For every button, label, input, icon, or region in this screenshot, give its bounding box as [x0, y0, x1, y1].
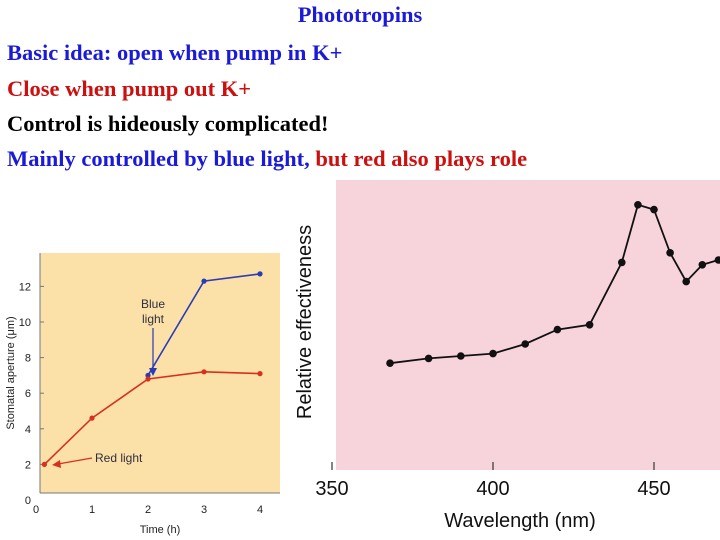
blue-light-point — [201, 278, 207, 284]
effectiveness-x-tick-label: 400 — [476, 478, 509, 500]
slide-title-text: Phototropins — [297, 2, 423, 27]
effectiveness-y-label: Relative effectiveness — [294, 225, 316, 419]
blue-light-label-line2: light — [142, 312, 165, 326]
red-light-label: Red light — [95, 451, 143, 465]
bullet-blue-part: Mainly controlled by blue light, — [7, 146, 310, 171]
effectiveness-x-tick-label: 350 — [315, 478, 348, 500]
effectiveness-chart: 350400450500 Wavelength (nm) Relative ef… — [294, 180, 720, 532]
red-light-point — [41, 461, 48, 467]
bullet-close-when: Close when pump out K+ — [7, 76, 252, 101]
aperture-x-tick-label: 3 — [201, 504, 207, 516]
aperture-y-tick-label: 6 — [25, 388, 31, 400]
effectiveness-point — [682, 277, 690, 286]
aperture-y-tick-label: 0 — [25, 495, 31, 507]
bullet-red-part: but red also plays role — [309, 146, 528, 171]
effectiveness-point — [521, 340, 529, 348]
effectiveness-point — [489, 349, 497, 358]
slide-title: Phototropins — [0, 0, 720, 29]
effectiveness-point — [424, 354, 433, 363]
red-light-point — [257, 371, 263, 377]
aperture-x-tick-label: 1 — [89, 504, 95, 516]
aperture-y-tick-label: 8 — [25, 353, 31, 365]
red-light-pointer — [57, 457, 93, 465]
blue-light-label-line1: Blue — [141, 297, 165, 311]
effectiveness-point — [650, 205, 658, 214]
aperture-x-tick-label: 2 — [145, 504, 151, 516]
red-light-points — [41, 369, 263, 467]
effectiveness-point — [618, 258, 626, 267]
effectiveness-point — [457, 352, 465, 360]
aperture-y-label: Stomatal aperture (μm) — [5, 316, 17, 429]
effectiveness-point — [666, 249, 674, 257]
aperture-x-tick-label: 0 — [33, 504, 39, 516]
aperture-y-tick-label: 4 — [25, 424, 31, 436]
red-light-pointer-arrowhead — [52, 460, 61, 468]
aperture-y-ticks: 0 2 4 6 8 10 12 — [19, 281, 44, 507]
blue-light-point — [257, 271, 263, 277]
effectiveness-point — [585, 321, 594, 329]
blue-light-pointer-arrowhead — [149, 368, 157, 376]
aperture-y-tick-label: 12 — [19, 281, 31, 293]
effectiveness-point — [714, 256, 720, 264]
aperture-x-tick-label: 4 — [257, 504, 263, 516]
bullet-basic-idea: Basic idea: open when pump in K+ — [7, 40, 343, 65]
red-light-point — [201, 369, 207, 375]
aperture-y-tick-label: 2 — [25, 459, 31, 471]
aperture-y-tick-label: 10 — [19, 317, 31, 329]
bullet-control: Control is hideously complicated! — [7, 111, 329, 136]
effectiveness-point — [634, 201, 642, 209]
red-light-point — [89, 415, 95, 421]
effectiveness-point — [386, 359, 394, 368]
effectiveness-point — [698, 261, 707, 269]
effectiveness-point — [553, 325, 562, 334]
blue-light-points — [145, 271, 263, 378]
effectiveness-x-ticks: 350400450500 — [315, 462, 671, 500]
aperture-x-label: Time (h) — [140, 524, 181, 536]
aperture-x-ticks: 0 1 2 3 4 — [33, 504, 263, 516]
effectiveness-x-label: Wavelength (nm) — [444, 510, 596, 532]
bullet-mainly-controlled: Mainly controlled by blue light, but red… — [7, 144, 527, 173]
effectiveness-x-tick-label: 450 — [637, 478, 670, 500]
blue-light-point — [145, 372, 151, 378]
effectiveness-points — [386, 201, 720, 368]
effectiveness-plot-background — [336, 180, 720, 470]
red-light-point — [145, 376, 151, 382]
